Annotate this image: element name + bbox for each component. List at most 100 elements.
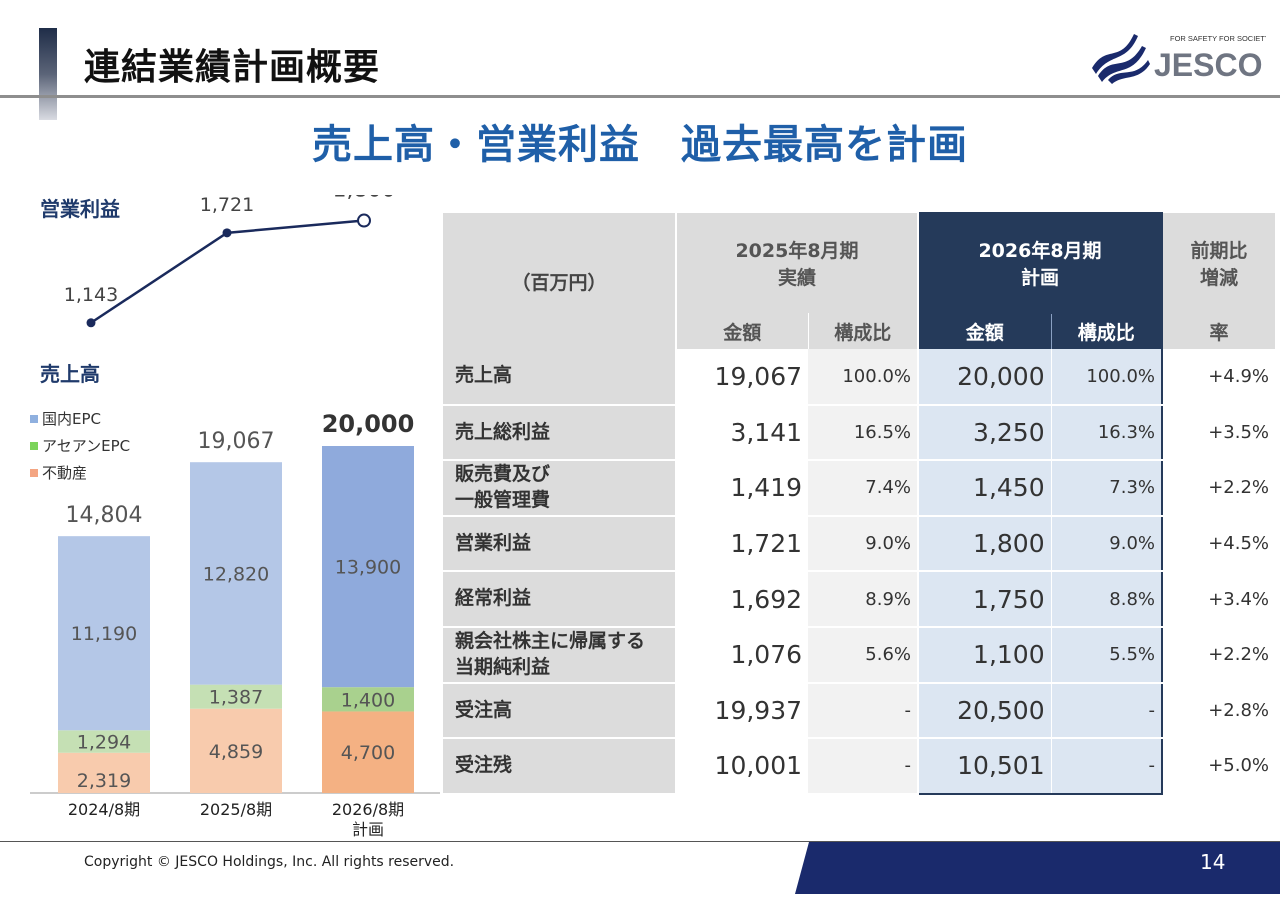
row-label: 売上総利益 — [443, 404, 677, 462]
bar-segment — [58, 536, 150, 731]
ratio-2026: - — [1051, 682, 1163, 740]
bar-segment-label: 4,700 — [341, 742, 395, 764]
amount-2026: 20,500 — [916, 682, 1052, 740]
legend: 国内EPC アセアンEPC 不動産 — [30, 408, 130, 483]
header-accent-bar — [39, 28, 57, 120]
ratio-2026: - — [1051, 738, 1163, 795]
table-row: 営業利益 1,721 9.0% 1,800 9.0% +4.5% — [443, 515, 1275, 573]
svg-text:JESCO: JESCO — [1154, 47, 1262, 83]
subheader-rate: 率 — [1161, 313, 1275, 349]
ratio-2026: 9.0% — [1051, 515, 1163, 573]
operating-profit-value-label: 1,721 — [200, 195, 254, 216]
operating-profit-point — [86, 318, 96, 328]
ratio-2026: 7.3% — [1051, 460, 1163, 517]
bar-segment-label: 1,400 — [341, 689, 395, 711]
table-row: 受注高 19,937-20,500- +2.8% — [443, 682, 1275, 740]
x-tick-label: 2026/8期 — [332, 800, 404, 819]
legend-item-real-estate: 不動産 — [30, 462, 130, 483]
ratio-2026: 16.3% — [1051, 404, 1163, 462]
x-tick-label: 2024/8期 — [68, 800, 140, 819]
table-row: 親会社株主に帰属する 当期純利益 1,076 5.6% 1,100 5.5% +2.2% — [443, 626, 1275, 684]
subheader-amount-2026: 金額 — [916, 313, 1052, 349]
ratio-2026: 5.5% — [1051, 626, 1163, 684]
jesco-logo: FOR SAFETY FOR SOCIETY JESCO — [1092, 34, 1266, 84]
table-row: 経常利益 1,692 8.9% 1,750 8.8% +3.4% — [443, 571, 1275, 628]
footer-divider — [0, 841, 1280, 842]
amount-2025: 3,141 — [676, 404, 809, 462]
subheader-ratio-2025: 構成比 — [808, 313, 919, 349]
bar-segment-label: 1,387 — [209, 687, 263, 709]
amount-2026: 20,000 — [916, 349, 1052, 406]
bar-segment-label: 4,859 — [209, 741, 263, 763]
row-label: 受注高 — [443, 682, 677, 740]
change-rate: +5.0% — [1162, 738, 1275, 795]
bar-segment — [322, 711, 414, 793]
amount-2025: 1,692 — [676, 571, 809, 628]
bar-total-label: 19,067 — [198, 429, 275, 454]
change-rate: +4.5% — [1162, 515, 1275, 573]
change-rate: +3.4% — [1162, 571, 1275, 628]
bar-segment — [58, 730, 150, 753]
row-label: 売上高 — [443, 349, 677, 406]
ratio-2025: - — [808, 738, 919, 795]
bar-segment-label: 2,319 — [77, 770, 131, 792]
operating-profit-label: 営業利益 — [40, 197, 120, 221]
table-row: 売上高 19,067 100.0% 20,000 100.0% +4.9% — [443, 349, 1275, 406]
ratio-2025: 7.4% — [808, 460, 919, 517]
ratio-2025: 8.9% — [808, 571, 919, 628]
table-row: 販売費及び 一般管理費 1,419 7.4% 1,450 7.3% +2.2% — [443, 460, 1275, 517]
page-number: 14 — [1200, 850, 1226, 874]
table-row: 売上総利益 3,141 16.5% 3,250 16.3% +3.5% — [443, 404, 1275, 462]
row-label: 受注残 — [443, 738, 677, 795]
operating-profit-line-chart: 1,143 1,721 1,800 — [64, 195, 396, 328]
ratio-2025: 5.6% — [808, 626, 919, 684]
header-diff: 前期比 増減 — [1161, 213, 1275, 313]
operating-profit-point — [222, 228, 232, 238]
bar-total-label: 20,000 — [322, 410, 415, 438]
sales-label: 売上高 — [40, 362, 100, 386]
change-rate: +2.2% — [1162, 460, 1275, 517]
x-tick-sublabel: 計画 — [352, 820, 384, 839]
operating-profit-value-label: 1,143 — [64, 284, 118, 306]
header-2025: 2025年8月期 実績 — [676, 213, 919, 313]
bar-segment — [190, 684, 282, 709]
bar-segment — [190, 708, 282, 793]
change-rate: +4.9% — [1162, 349, 1275, 406]
plan-summary-table: （百万円） 2025年8月期 実績 2026年8月期 計画 前期比 増減 金額 構成比… — [443, 212, 1275, 795]
amount-2026: 1,750 — [916, 571, 1052, 628]
table-row: 受注残 10,001-10,501- +5.0% — [443, 738, 1275, 795]
row-label: 営業利益 — [443, 515, 677, 573]
ratio-2025: 100.0% — [808, 349, 919, 406]
page-title: 連結業績計画概要 — [84, 47, 381, 88]
operating-profit-point — [357, 213, 371, 228]
bar-segment — [322, 446, 414, 688]
operating-profit-value-label: 1,800 — [333, 195, 396, 203]
ratio-2025: 9.0% — [808, 515, 919, 573]
bar-total-label: 14,804 — [66, 503, 143, 528]
amount-2026: 1,450 — [916, 460, 1052, 517]
bar-segment — [322, 687, 414, 712]
bar-segment-label: 11,190 — [71, 623, 137, 645]
footer-band — [795, 842, 1280, 894]
svg-text:FOR SAFETY FOR SOCIETY: FOR SAFETY FOR SOCIETY — [1170, 34, 1266, 43]
header-2026: 2026年8月期 計画 — [917, 212, 1163, 314]
bar-segment-label: 12,820 — [203, 563, 269, 585]
headline: 売上高・営業利益 過去最高を計画 — [312, 122, 968, 168]
amount-2025: 1,076 — [676, 626, 809, 684]
amount-2026: 10,501 — [916, 738, 1052, 795]
amount-2026: 3,250 — [916, 404, 1052, 462]
row-label: 販売費及び 一般管理費 — [443, 460, 677, 517]
row-label: 親会社株主に帰属する 当期純利益 — [443, 626, 677, 684]
subheader-ratio-2026: 構成比 — [1051, 313, 1163, 349]
amount-2026: 1,800 — [916, 515, 1052, 573]
bar-segment — [190, 462, 282, 685]
ratio-2026: 8.8% — [1051, 571, 1163, 628]
bar-segment — [58, 752, 150, 793]
copyright: Copyright © JESCO Holdings, Inc. All rig… — [84, 854, 455, 870]
amount-2025: 1,419 — [676, 460, 809, 517]
sales-stacked-bar-chart: 2,319 1,294 11,190 14,804 2024/8期 4,859 1,387 1… — [30, 410, 440, 839]
legend-item-domestic-epc: 国内EPC — [30, 408, 130, 429]
ratio-2026: 100.0% — [1051, 349, 1163, 406]
ratio-2025: - — [808, 682, 919, 740]
change-rate: +3.5% — [1162, 404, 1275, 462]
